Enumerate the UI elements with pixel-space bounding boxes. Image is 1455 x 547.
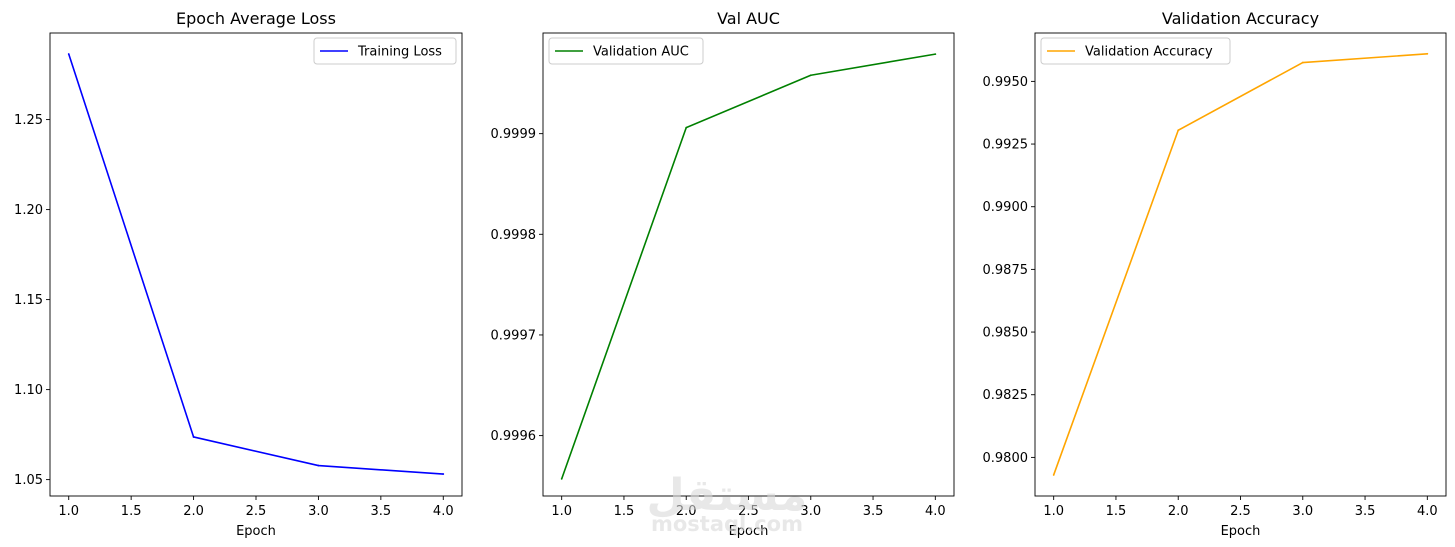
legend: Validation Accuracy	[1040, 37, 1231, 65]
x-tick-label: 1.0	[58, 504, 79, 519]
legend-box	[313, 37, 457, 65]
y-tick-label: 0.9999	[491, 127, 537, 142]
x-tick-label: 3.0	[308, 504, 329, 519]
x-tick-label: 1.5	[121, 504, 142, 519]
x-axis-label: Epoch	[236, 524, 276, 539]
data-point	[1301, 61, 1304, 64]
data-point	[934, 53, 937, 56]
y-tick-label: 1.15	[14, 293, 43, 308]
x-tick-label: 2.0	[183, 504, 204, 519]
data-point	[685, 126, 688, 129]
data-point	[1426, 52, 1429, 55]
y-tick-label: 0.9950	[983, 75, 1029, 90]
y-tick-label: 0.9997	[491, 328, 537, 343]
x-tick-label: 3.0	[1292, 504, 1313, 519]
x-tick-label: 3.0	[800, 504, 821, 519]
axes-frame	[49, 32, 463, 497]
x-tick-label: 3.5	[1355, 504, 1376, 519]
data-point	[67, 53, 70, 55]
x-tick-label: 2.5	[1230, 504, 1251, 519]
data-point	[1052, 474, 1055, 476]
data-point	[317, 464, 320, 467]
y-tick-label: 1.10	[14, 383, 43, 398]
data-point	[192, 436, 195, 438]
x-tick-label: 4.0	[433, 504, 454, 519]
watermark-logo: مستقل	[647, 470, 808, 521]
x-tick-label: 4.0	[1417, 504, 1438, 519]
y-tick-label: 0.9998	[491, 228, 537, 243]
subplot-1: Epoch Average Loss 1.0 1.5 2.0 2.5 3.0 3.5 4.0 1…	[14, 9, 463, 539]
watermark-text: mostaql.com	[651, 512, 803, 536]
legend: Training Loss	[313, 37, 457, 65]
subplot-3: Validation Accuracy 1.0 1.5 2.0 2.5 3.0 3.5 4.0…	[983, 9, 1447, 539]
y-tick-label: 0.9800	[983, 451, 1029, 466]
series-line	[1052, 53, 1428, 476]
x-tick-label: 2.5	[246, 504, 267, 519]
axes-frame	[1034, 32, 1447, 497]
legend-label: Validation AUC	[593, 45, 689, 60]
x-tick-label: 1.0	[551, 504, 572, 519]
y-tick-label: 1.05	[14, 473, 43, 488]
x-tick-label: 2.0	[1168, 504, 1189, 519]
y-tick-label: 1.20	[14, 203, 43, 218]
series-line	[560, 53, 936, 480]
axes-frame	[542, 32, 955, 497]
subplot-2: Val AUC 1.0 1.5 2.0 2.5 3.0 3.5 4.0 0.9996 0.9997…	[491, 9, 955, 539]
x-tick-label: 1.5	[614, 504, 635, 519]
data-point	[1177, 129, 1180, 132]
chart-title: Epoch Average Loss	[176, 9, 336, 28]
x-tick-label: 1.5	[1106, 504, 1127, 519]
data-point	[560, 477, 563, 480]
x-tick-label: 3.5	[371, 504, 392, 519]
y-tick-label: 0.9875	[983, 263, 1029, 278]
y-tick-label: 1.25	[14, 113, 43, 128]
legend-label: Training Loss	[357, 45, 442, 60]
chart-title: Validation Accuracy	[1162, 9, 1319, 28]
legend-label: Validation Accuracy	[1085, 45, 1213, 60]
legend: Validation AUC	[548, 37, 704, 65]
chart-title: Val AUC	[717, 9, 780, 28]
x-axis-label: Epoch	[729, 524, 769, 539]
x-tick-label: 3.5	[863, 504, 884, 519]
y-tick-label: 0.9825	[983, 388, 1029, 403]
x-tick-label: 4.0	[925, 504, 946, 519]
x-tick-label: 1.0	[1043, 504, 1064, 519]
series-line	[67, 53, 444, 475]
y-tick-label: 0.9850	[983, 326, 1029, 341]
x-axis-label: Epoch	[1221, 524, 1261, 539]
y-tick-label: 0.9925	[983, 138, 1029, 153]
legend-box	[1040, 37, 1231, 65]
y-tick-label: 0.9900	[983, 200, 1029, 215]
y-tick-label: 0.9996	[491, 429, 537, 444]
x-tick-label: 2.5	[738, 504, 759, 519]
x-tick-label: 2.0	[676, 504, 697, 519]
data-point	[442, 473, 445, 475]
legend-box	[548, 37, 704, 65]
data-point	[809, 74, 812, 77]
